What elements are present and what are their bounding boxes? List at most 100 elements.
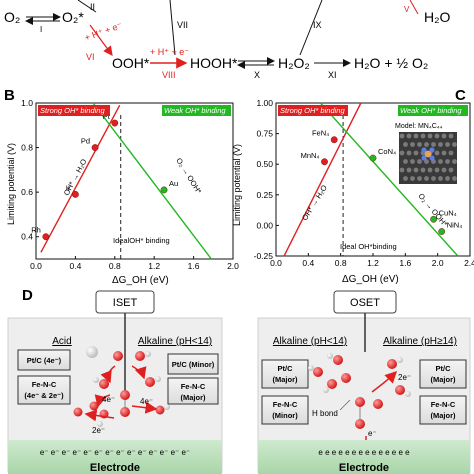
label-vii: VII (177, 20, 188, 30)
label-proton-electron-viii: + H⁺ + e⁻ (150, 47, 189, 57)
iset-box-right-2 (167, 377, 219, 405)
iset-box-right-2-line1: Fe-N-C (181, 382, 206, 391)
panel-c-point-label: CoN₄ (378, 147, 396, 156)
iset-adsorbed-o-1 (120, 390, 130, 400)
panel-c-weak-label: Weak OH* binding (400, 106, 462, 115)
panel-b-point-label: Pd (81, 137, 90, 146)
iset-box-right-1-text: Pt/C (Minor) (172, 360, 215, 369)
model-atoms (399, 133, 457, 181)
panel-c-y-tick-label: 0.75 (256, 129, 273, 139)
iset-panel: ISET Acid Alkaline (pH<14) Pt/C (4e⁻) Fe… (7, 290, 223, 474)
oset-alkaline-ge-label: Alkaline (pH≥14) (383, 336, 457, 347)
model-carbon-atom (410, 142, 415, 147)
model-carbon-atom (406, 133, 412, 139)
label-x: X (254, 70, 260, 80)
oset-box-right-2-line1: Fe-N-C (431, 400, 456, 409)
model-carbon-atom (417, 159, 422, 164)
model-carbon-atom (438, 159, 443, 164)
oset-h-ball-1 (327, 353, 333, 359)
panel-c-point-label: FeN₄ (312, 129, 329, 138)
iset-box-right-2-line2: (Major) (181, 393, 207, 402)
panel-c-x-tick-label: 1.2 (367, 258, 379, 268)
panel-b-x-tick-label: 0.0 (30, 261, 42, 271)
species-o2-star: O₂* (62, 9, 84, 25)
panel-c-xlabel: ΔG_OH (eV) (342, 274, 399, 285)
species-ooh-star: OOH* (112, 55, 150, 71)
panel-c-y-tick-label: 1.00 (256, 98, 273, 108)
oset-o-ball-4 (341, 373, 351, 383)
oset-o-ball-3 (327, 379, 337, 389)
oset-box-left-1-line1: Pt/C (278, 364, 294, 373)
panel-b-point-label: Rh (31, 226, 41, 235)
oset-h-ball-2 (308, 365, 314, 371)
oset-o-ball-6 (395, 385, 405, 395)
iset-4e-label-left: 4e⁻ (102, 395, 115, 404)
panel-c-ylabel: Limiting potential (V) (232, 144, 242, 226)
model-carbon-atom (406, 167, 412, 173)
panel-c-label: C (455, 87, 466, 104)
oset-box-left-1 (261, 359, 309, 389)
iset-arrow-4e-right (131, 401, 158, 414)
oset-o-ball-5 (387, 359, 397, 369)
model-carbon-atom (438, 142, 443, 147)
panel-c-weak-banner (398, 105, 468, 116)
model-carbon-atom (445, 142, 450, 147)
panel-b-strong-banner (38, 105, 110, 116)
label-i: I (40, 25, 42, 34)
pathway-line-ii (77, 0, 97, 13)
iset-water-h-ball (86, 346, 98, 358)
model-carbon-atom (445, 159, 450, 164)
panel-b-x-tick-label: 0.4 (69, 261, 81, 271)
model-carbon-atom (452, 142, 457, 147)
oset-adsorbed-o-1 (355, 397, 365, 407)
oset-box-left-2-line2: (Minor) (272, 411, 298, 420)
model-carbon-atom (434, 150, 440, 156)
model-carbon-atom (441, 150, 447, 156)
model-carbon-atom (406, 150, 412, 156)
panel-c-point-label: CuN₄ (439, 208, 457, 217)
panel-b-y-tick-label: 0.6 (21, 187, 33, 197)
model-carbon-atom (434, 133, 440, 139)
model-carbon-atom (403, 176, 408, 181)
model-carbon-atom (413, 167, 419, 173)
arrow-o2star-to-ooh (89, 24, 113, 56)
panel-d: D ISET Acid Alkaline (pH<14) Pt/C (4e⁻) … (7, 287, 471, 474)
model-carbon-atom (448, 167, 454, 173)
iset-adsorbed-o-2 (120, 407, 130, 417)
model-carbon-atom (431, 142, 436, 147)
oset-h-ball-5 (405, 391, 411, 397)
iset-o-ball-5 (73, 407, 83, 417)
oset-box-right-1-line1: Pt/C (436, 364, 452, 373)
panel-c-point (330, 136, 338, 144)
oset-o-ball-2 (313, 367, 323, 377)
iset-alkaline-label: Alkaline (pH<14) (138, 336, 212, 347)
model-carbon-atom (399, 133, 405, 139)
iset-h-ball-1 (145, 351, 151, 357)
label-ix: IX (313, 20, 322, 30)
panel-b-point-label: Au (169, 179, 178, 188)
label-vi: VI (86, 52, 95, 62)
iset-box-left-1-text: Pt/C (4e⁻) (27, 356, 62, 365)
oset-box-right-1 (419, 359, 467, 389)
model-carbon-atom (413, 133, 419, 139)
panel-c-x-tick-label: 2.4 (464, 258, 474, 268)
panel-b-x-tick-label: 1.2 (148, 261, 160, 271)
oset-e-label: e⁻ (368, 429, 377, 438)
label-xi: XI (328, 70, 337, 80)
panel-b-ylabel: Limiting potential (V) (6, 143, 16, 225)
oset-h-ball-3 (323, 387, 329, 393)
label-ii: II (90, 2, 95, 12)
panel-c-y-tick-label: 0.00 (256, 220, 273, 230)
model-carbon-atom (399, 167, 405, 173)
pathway-line-ix (299, 0, 323, 56)
panel-c-point-label: MnN₄ (301, 151, 320, 160)
iset-box-left-1 (17, 349, 71, 371)
panel-c: C 0.0 0.4 0.8 1.2 1.6 2.0 2.4 -0.25 0.00 0.25 0.50… (232, 87, 474, 285)
panel-c-chart: 0.0 0.4 0.8 1.2 1.6 2.0 2.4 -0.25 0.00 0.25 0.50 0.… (254, 98, 474, 268)
model-carbon-atom (413, 150, 419, 156)
iset-electrode-label: Electrode (90, 462, 140, 474)
panel-b-x-tick-label: 2.0 (227, 261, 239, 271)
panel-b-point (72, 190, 79, 198)
model-metal-atom (424, 150, 432, 158)
model-carbon-atom (403, 142, 408, 147)
